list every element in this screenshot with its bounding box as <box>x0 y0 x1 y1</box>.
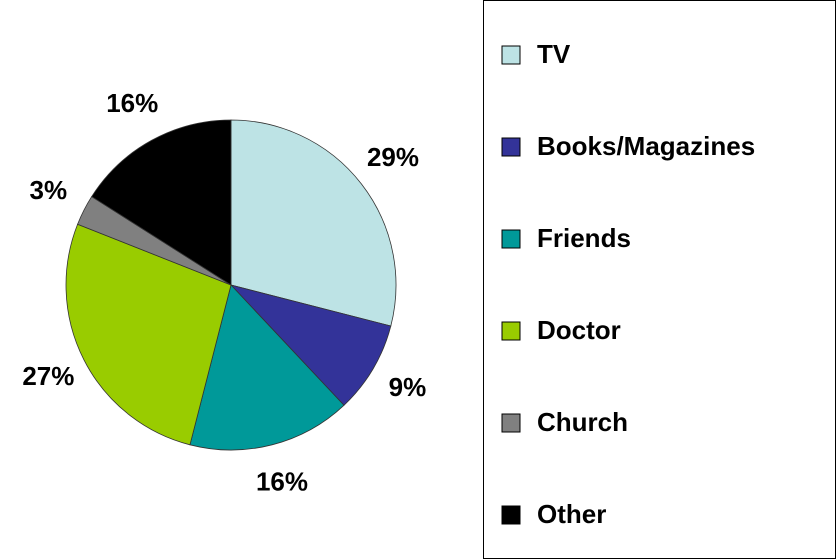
legend-label: Friends <box>537 223 631 253</box>
legend-label: Doctor <box>537 315 621 345</box>
pie-slice <box>230 119 397 327</box>
legend-swatch <box>501 45 521 65</box>
legend-swatch <box>501 505 521 525</box>
legend-swatch <box>501 413 521 433</box>
data-label: 27% <box>22 361 74 391</box>
data-label: 16% <box>106 88 158 118</box>
pie-slice <box>65 223 232 446</box>
legend-label: Other <box>537 499 606 529</box>
pie-slice <box>189 284 345 451</box>
legend-swatch <box>501 229 521 249</box>
legend-swatch <box>501 321 521 341</box>
legend-swatch <box>501 137 521 157</box>
data-label: 3% <box>30 175 68 205</box>
legend-label: Books/Magazines <box>537 131 755 161</box>
legend-label: TV <box>537 39 571 69</box>
pie-slice <box>229 284 392 406</box>
data-label: 29% <box>367 142 419 172</box>
legend-box <box>483 0 836 559</box>
legend-label: Church <box>537 407 628 437</box>
pie-slice <box>91 119 232 286</box>
data-label: 16% <box>256 466 308 496</box>
data-label: 9% <box>389 372 427 402</box>
